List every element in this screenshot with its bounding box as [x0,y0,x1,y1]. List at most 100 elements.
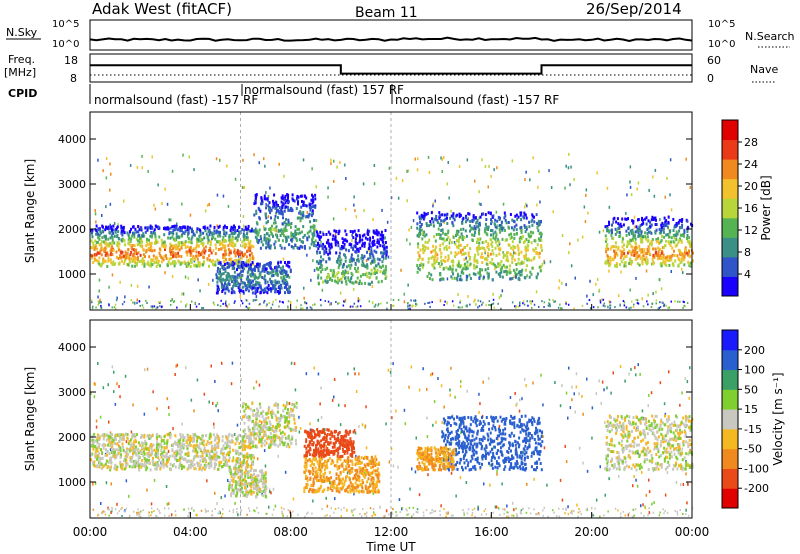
data-cell [203,260,205,264]
data-cell [225,239,228,243]
scatter-cell [636,484,639,488]
data-cell [183,260,186,264]
data-cell [659,240,662,244]
data-cell [372,230,375,234]
scatter-cell [282,232,284,236]
data-cell [535,251,538,255]
data-cell [190,230,193,234]
ground-scatter-cell [193,509,195,512]
data-cell [440,277,443,281]
data-cell [383,269,386,273]
scatter-cell [608,300,611,304]
scatter-cell [221,361,223,365]
data-cell [652,218,655,221]
data-cell [252,460,255,464]
data-cell [242,263,245,267]
data-cell [208,254,211,258]
data-cell [348,259,351,263]
data-cell [196,243,198,247]
data-cell [141,257,144,261]
ground-scatter-cell [578,508,580,510]
ground-scatter-cell [500,307,502,310]
data-cell [158,235,161,239]
data-cell [662,260,665,264]
scatter-cell [415,436,417,440]
data-cell [127,242,130,245]
scatter-cell [320,386,322,390]
data-cell [505,265,508,269]
data-cell [334,243,337,247]
data-cell [274,214,277,218]
ground-scatter-cell [632,515,634,518]
site-title: Adak West (fitACF) [92,0,232,18]
data-cell [423,230,426,234]
ground-scatter-cell [594,507,596,510]
data-cell [458,215,461,219]
scatter-cell [416,168,419,172]
data-cell [97,228,100,232]
data-cell [369,238,372,242]
ground-scatter-cell [506,511,508,514]
data-cell [435,259,438,263]
scatter-cell [305,372,308,376]
data-cell [194,246,197,250]
data-cell [230,225,233,229]
data-cell [217,285,220,289]
scatter-cell [679,403,681,407]
data-cell [246,259,249,263]
data-cell [360,256,363,260]
ground-scatter-cell [213,303,216,306]
data-cell [296,227,299,231]
data-cell [243,244,246,248]
data-cell [329,276,332,280]
scatter-cell [570,264,573,268]
data-cell [645,252,648,256]
ground-scatter-cell [465,305,467,307]
ground-scatter-cell [228,510,231,513]
data-cell [343,238,346,242]
ground-scatter-cell [234,300,236,303]
data-cell [500,270,503,274]
data-cell [236,260,239,264]
data-cell [477,271,480,275]
data-cell [132,231,134,235]
data-cell [384,271,387,275]
data-cell [132,225,135,229]
data-cell [416,270,419,274]
data-cell [290,238,292,242]
ground-scatter-cell [121,514,123,517]
data-cell [535,213,538,217]
data-cell [268,207,271,211]
data-cell [628,241,631,245]
ground-scatter-cell [589,307,592,310]
scatter-cell [266,441,268,445]
data-cell [624,217,627,221]
data-cell [117,245,120,249]
data-cell [633,251,636,255]
scatter-cell [422,367,424,371]
data-cell [337,232,340,236]
ground-scatter-cell [352,305,354,308]
scatter-cell [136,165,139,169]
data-cell [418,235,421,239]
scatter-cell [449,388,451,392]
scatter-cell [496,469,498,473]
data-cell [282,234,285,238]
scatter-cell [267,195,270,199]
data-cell [214,243,217,247]
ground-scatter-cell [650,306,653,308]
ground-scatter-cell [679,509,681,511]
ground-scatter-cell [529,300,531,303]
data-cell [93,432,96,436]
data-cell [242,291,245,295]
data-cell [509,237,512,240]
data-cell [523,211,526,215]
scatter-cell [309,428,312,432]
data-cell [288,243,291,247]
scatter-cell [548,169,550,173]
data-cell [473,234,476,237]
ground-scatter-cell [279,300,281,303]
data-cell [512,268,515,272]
scatter-cell [153,203,155,207]
scatter-cell [591,436,593,440]
